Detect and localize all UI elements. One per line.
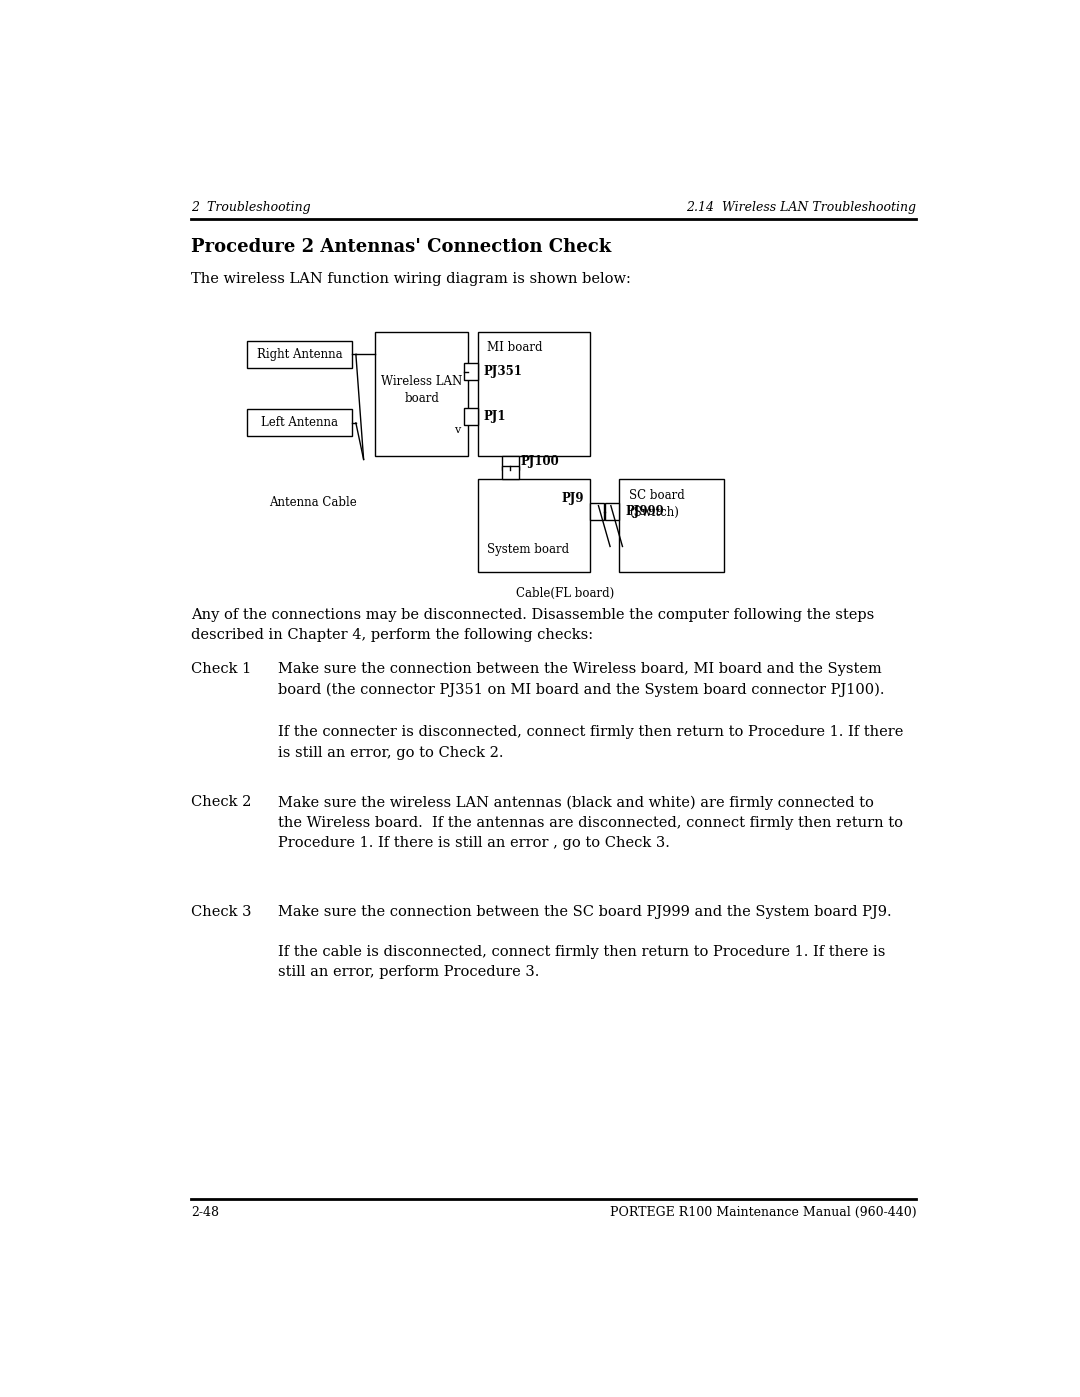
Bar bbox=[477, 479, 590, 571]
Bar bbox=[501, 465, 518, 479]
Text: PORTEGE R100 Maintenance Manual (960-440): PORTEGE R100 Maintenance Manual (960-440… bbox=[609, 1207, 916, 1220]
Bar bbox=[477, 331, 590, 457]
Text: Make sure the wireless LAN antennas (black and white) are firmly connected to
th: Make sure the wireless LAN antennas (bla… bbox=[279, 795, 903, 849]
Text: v: v bbox=[455, 425, 460, 436]
Bar bbox=[606, 503, 619, 520]
Text: 2.14  Wireless LAN Troubleshooting: 2.14 Wireless LAN Troubleshooting bbox=[686, 201, 916, 214]
Text: 2-48: 2-48 bbox=[191, 1207, 219, 1220]
Bar bbox=[247, 409, 352, 436]
Text: Right Antenna: Right Antenna bbox=[257, 348, 342, 360]
Text: Any of the connections may be disconnected. Disassemble the computer following t: Any of the connections may be disconnect… bbox=[191, 608, 874, 643]
Bar bbox=[463, 408, 477, 425]
Text: PJ351: PJ351 bbox=[484, 365, 523, 379]
Text: If the cable is disconnected, connect firmly then return to Procedure 1. If ther: If the cable is disconnected, connect fi… bbox=[279, 946, 886, 979]
Bar bbox=[375, 331, 469, 457]
Text: Procedure 2 Antennas' Connection Check: Procedure 2 Antennas' Connection Check bbox=[191, 239, 611, 257]
Bar bbox=[463, 363, 477, 380]
Text: Check 2: Check 2 bbox=[191, 795, 252, 809]
Text: The wireless LAN function wiring diagram is shown below:: The wireless LAN function wiring diagram… bbox=[191, 271, 631, 285]
Text: Check 3: Check 3 bbox=[191, 905, 252, 919]
Text: PJ100: PJ100 bbox=[521, 454, 559, 468]
Text: Wireless LAN
board: Wireless LAN board bbox=[381, 376, 462, 405]
Text: If the connecter is disconnected, connect firmly then return to Procedure 1. If : If the connecter is disconnected, connec… bbox=[279, 725, 904, 760]
Text: Left Antenna: Left Antenna bbox=[261, 416, 338, 429]
Bar bbox=[247, 341, 352, 367]
Text: Check 1: Check 1 bbox=[191, 662, 251, 676]
Text: PJ9: PJ9 bbox=[562, 492, 583, 506]
Text: Make sure the connection between the SC board PJ999 and the System board PJ9.: Make sure the connection between the SC … bbox=[279, 905, 892, 919]
Text: MI board: MI board bbox=[487, 341, 542, 353]
Bar bbox=[619, 479, 724, 571]
Text: SC board
(Switch): SC board (Switch) bbox=[629, 489, 685, 518]
Text: Make sure the connection between the Wireless board, MI board and the System
boa: Make sure the connection between the Wir… bbox=[279, 662, 885, 697]
Bar bbox=[501, 457, 518, 471]
Text: Cable(FL board): Cable(FL board) bbox=[516, 587, 615, 601]
Text: System board: System board bbox=[487, 543, 569, 556]
Text: Antenna Cable: Antenna Cable bbox=[269, 496, 357, 510]
Text: PJ999: PJ999 bbox=[625, 506, 664, 518]
Text: 2  Troubleshooting: 2 Troubleshooting bbox=[191, 201, 310, 214]
Bar bbox=[590, 503, 604, 520]
Text: PJ1: PJ1 bbox=[484, 409, 507, 423]
